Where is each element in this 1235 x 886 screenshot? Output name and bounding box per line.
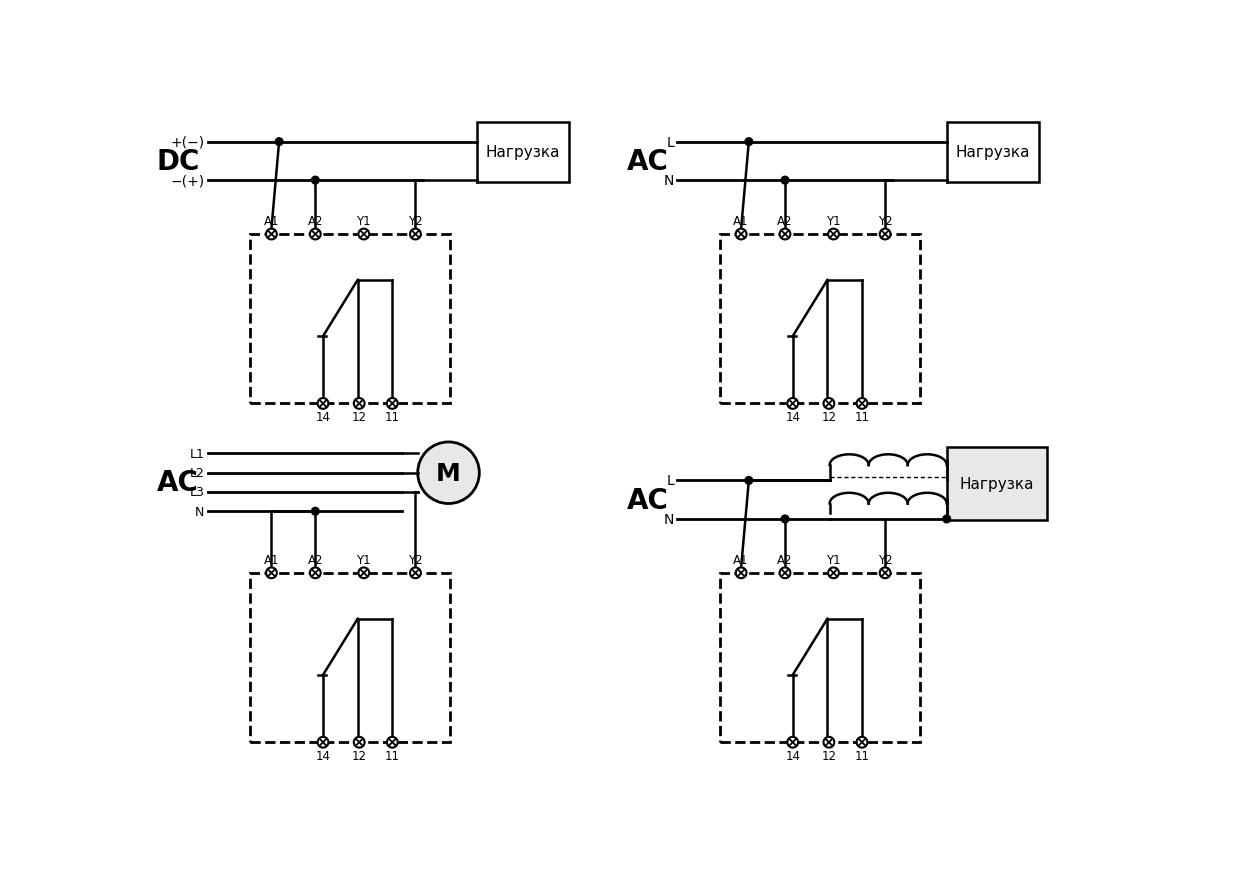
Text: L1: L1 xyxy=(189,447,205,461)
Text: 11: 11 xyxy=(385,750,400,762)
Text: N: N xyxy=(663,512,674,526)
Circle shape xyxy=(745,138,752,146)
Circle shape xyxy=(317,399,329,409)
Text: AC: AC xyxy=(627,148,669,175)
Circle shape xyxy=(387,399,398,409)
Circle shape xyxy=(417,442,479,504)
Text: L: L xyxy=(667,136,674,150)
Circle shape xyxy=(779,229,790,240)
Text: A1: A1 xyxy=(734,215,748,228)
Bar xyxy=(249,573,450,742)
Text: N: N xyxy=(663,174,674,188)
Text: A1: A1 xyxy=(264,553,279,566)
Text: −(+): −(+) xyxy=(170,174,205,188)
Circle shape xyxy=(311,508,319,516)
Circle shape xyxy=(788,737,798,748)
Circle shape xyxy=(942,516,951,524)
Circle shape xyxy=(745,477,752,485)
Circle shape xyxy=(387,737,398,748)
Circle shape xyxy=(824,737,835,748)
Circle shape xyxy=(410,568,421,579)
Circle shape xyxy=(857,399,867,409)
Text: L2: L2 xyxy=(189,467,205,479)
Text: A1: A1 xyxy=(734,553,748,566)
Text: Y1: Y1 xyxy=(826,553,841,566)
Circle shape xyxy=(879,568,890,579)
Circle shape xyxy=(736,229,746,240)
Text: Нагрузка: Нагрузка xyxy=(485,145,561,160)
Text: Y1: Y1 xyxy=(357,553,372,566)
Circle shape xyxy=(266,229,277,240)
Text: AC: AC xyxy=(157,469,199,497)
Bar xyxy=(249,235,450,404)
Circle shape xyxy=(266,568,277,579)
Text: 12: 12 xyxy=(352,411,367,424)
Bar xyxy=(947,122,1039,183)
Text: Y1: Y1 xyxy=(357,215,372,228)
Circle shape xyxy=(353,737,364,748)
Bar xyxy=(477,122,569,183)
Circle shape xyxy=(275,138,283,146)
Circle shape xyxy=(782,177,789,185)
Text: N: N xyxy=(195,505,205,518)
Text: Y1: Y1 xyxy=(826,215,841,228)
Circle shape xyxy=(311,177,319,185)
Circle shape xyxy=(829,568,839,579)
Text: M: M xyxy=(436,462,461,486)
Text: +(−): +(−) xyxy=(170,136,205,150)
Text: A2: A2 xyxy=(308,553,324,566)
Text: A2: A2 xyxy=(777,215,793,228)
Text: 11: 11 xyxy=(385,411,400,424)
Text: 14: 14 xyxy=(785,750,800,762)
Text: Нагрузка: Нагрузка xyxy=(956,145,1030,160)
Circle shape xyxy=(317,737,329,748)
Circle shape xyxy=(824,399,835,409)
Circle shape xyxy=(857,737,867,748)
Text: Y2: Y2 xyxy=(408,215,422,228)
Text: Y2: Y2 xyxy=(878,215,893,228)
Text: Y2: Y2 xyxy=(878,553,893,566)
Text: Y2: Y2 xyxy=(408,553,422,566)
Text: 14: 14 xyxy=(315,750,331,762)
Text: 12: 12 xyxy=(352,750,367,762)
Text: 11: 11 xyxy=(855,411,869,424)
Circle shape xyxy=(353,399,364,409)
Circle shape xyxy=(829,229,839,240)
Circle shape xyxy=(358,229,369,240)
Circle shape xyxy=(310,568,321,579)
Circle shape xyxy=(788,399,798,409)
Text: A1: A1 xyxy=(264,215,279,228)
Circle shape xyxy=(779,568,790,579)
Text: AC: AC xyxy=(627,486,669,514)
Circle shape xyxy=(358,568,369,579)
Circle shape xyxy=(310,229,321,240)
Text: 11: 11 xyxy=(855,750,869,762)
Circle shape xyxy=(736,568,746,579)
Text: 14: 14 xyxy=(315,411,331,424)
Circle shape xyxy=(782,516,789,524)
Text: 12: 12 xyxy=(821,750,836,762)
Text: DC: DC xyxy=(157,148,200,175)
Circle shape xyxy=(410,229,421,240)
Text: A2: A2 xyxy=(777,553,793,566)
Bar xyxy=(947,447,1047,521)
Text: 12: 12 xyxy=(821,411,836,424)
Text: Нагрузка: Нагрузка xyxy=(960,477,1034,492)
Text: L: L xyxy=(667,474,674,488)
Bar xyxy=(720,573,920,742)
Text: 14: 14 xyxy=(785,411,800,424)
Text: A2: A2 xyxy=(308,215,324,228)
Text: L3: L3 xyxy=(189,486,205,499)
Circle shape xyxy=(879,229,890,240)
Bar xyxy=(720,235,920,404)
